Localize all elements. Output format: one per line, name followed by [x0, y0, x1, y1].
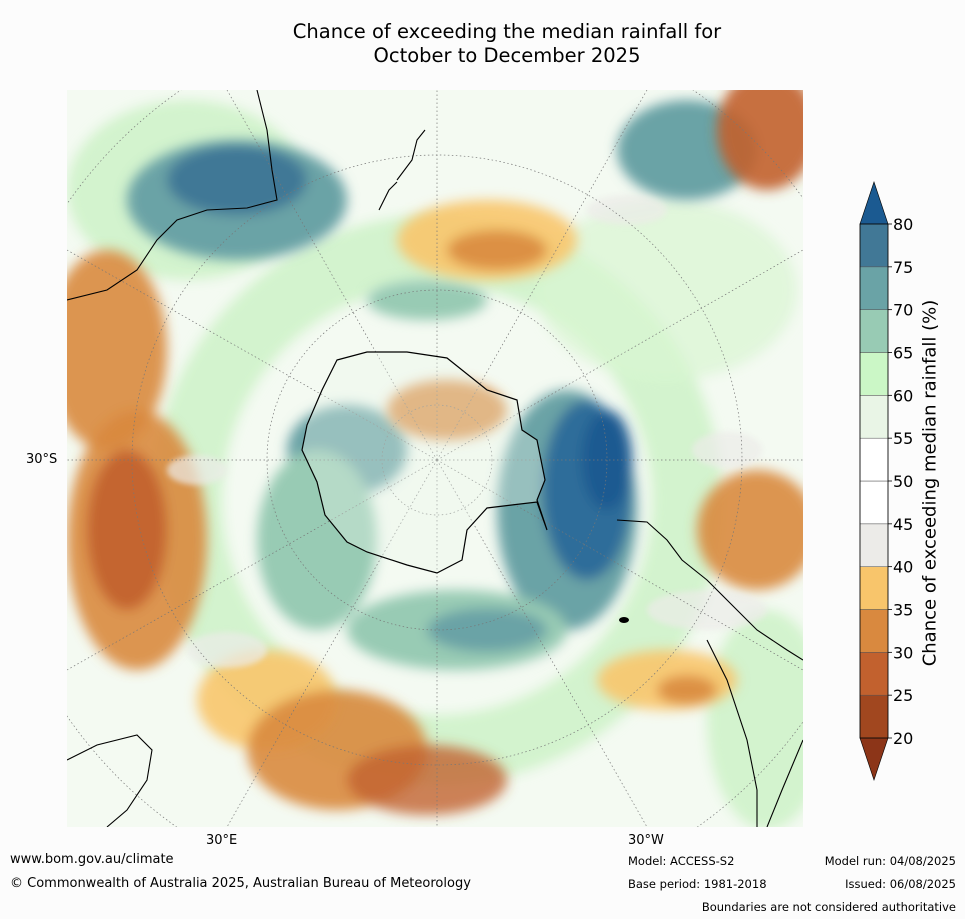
footer-copyright: © Commonwealth of Australia 2025, Austra…	[10, 876, 471, 891]
colorbar-tick-label: 65	[893, 344, 913, 363]
footer-url[interactable]: www.bom.gov.au/climate	[10, 852, 174, 867]
colorbar-tick-label: 60	[893, 386, 913, 405]
colorbar-band	[859, 223, 889, 268]
colorbar-tick-label: 20	[893, 729, 913, 748]
footer-model-run: Model run: 04/08/2025	[824, 854, 956, 868]
australia-coastline	[67, 90, 278, 301]
africa-coastline	[67, 734, 153, 827]
colorbar-tick-label: 75	[893, 258, 913, 277]
lon-label-30w: 30°W	[628, 833, 664, 848]
colorbar-tick-label: 40	[893, 558, 913, 577]
map-canvas	[67, 90, 803, 827]
footer-disclaimer: Boundaries are not considered authoritat…	[701, 900, 956, 914]
colorbar-band	[859, 437, 889, 482]
colorbar-band	[859, 352, 889, 396]
colorbar-band	[859, 309, 889, 353]
colorbar-tick-label: 80	[893, 215, 913, 234]
colorbar-band	[859, 266, 889, 310]
map-title: Chance of exceeding the median rainfall …	[180, 20, 834, 68]
colorbar-tick-label: 55	[893, 429, 913, 448]
colorbar-tick-label: 25	[893, 686, 913, 705]
footer-model: Model: ACCESS-S2	[628, 854, 735, 868]
colorbar-label: Chance of exceeding median rainfall (%)	[919, 299, 941, 667]
colorbar-tick-label: 30	[893, 643, 913, 662]
south-america-coastline	[616, 519, 803, 827]
colorbar-tick-label: 70	[893, 301, 913, 320]
colorbar-tick-label: 45	[893, 515, 913, 534]
colorbar-band	[859, 523, 889, 567]
footer-base-period: Base period: 1981-2018	[628, 877, 767, 891]
lat-label-30s: 30°S	[26, 452, 58, 467]
colorbar-band	[859, 395, 889, 439]
colorbar-band	[859, 480, 889, 525]
colorbar-outline	[859, 223, 889, 739]
rainfall-probability-map	[67, 90, 803, 827]
title-line-2: October to December 2025	[373, 44, 641, 67]
colorbar-under-arrow	[859, 737, 889, 781]
colorbar-band	[859, 652, 889, 696]
graticule	[67, 90, 803, 827]
near-median-regions	[167, 195, 767, 668]
colorbar-band	[859, 609, 889, 653]
colorbar-band	[859, 694, 889, 739]
colorbar-band	[859, 566, 889, 610]
island-south-georgia	[619, 617, 629, 623]
colorbar-tick-label: 50	[893, 472, 913, 491]
title-line-1: Chance of exceeding the median rainfall …	[292, 20, 722, 43]
lon-label-30e: 30°E	[206, 833, 238, 848]
new-zealand-coastline	[378, 129, 426, 211]
footer-issued: Issued: 06/08/2025	[845, 877, 956, 891]
colorbar-over-arrow	[859, 181, 889, 225]
antarctica-coastline	[301, 351, 548, 574]
colorbar: 20 25 30 35 40 45 50 55 60 65 70 75 80	[859, 181, 913, 781]
colorbar-tick-label: 35	[893, 601, 913, 620]
very-wet-regions	[127, 100, 757, 670]
